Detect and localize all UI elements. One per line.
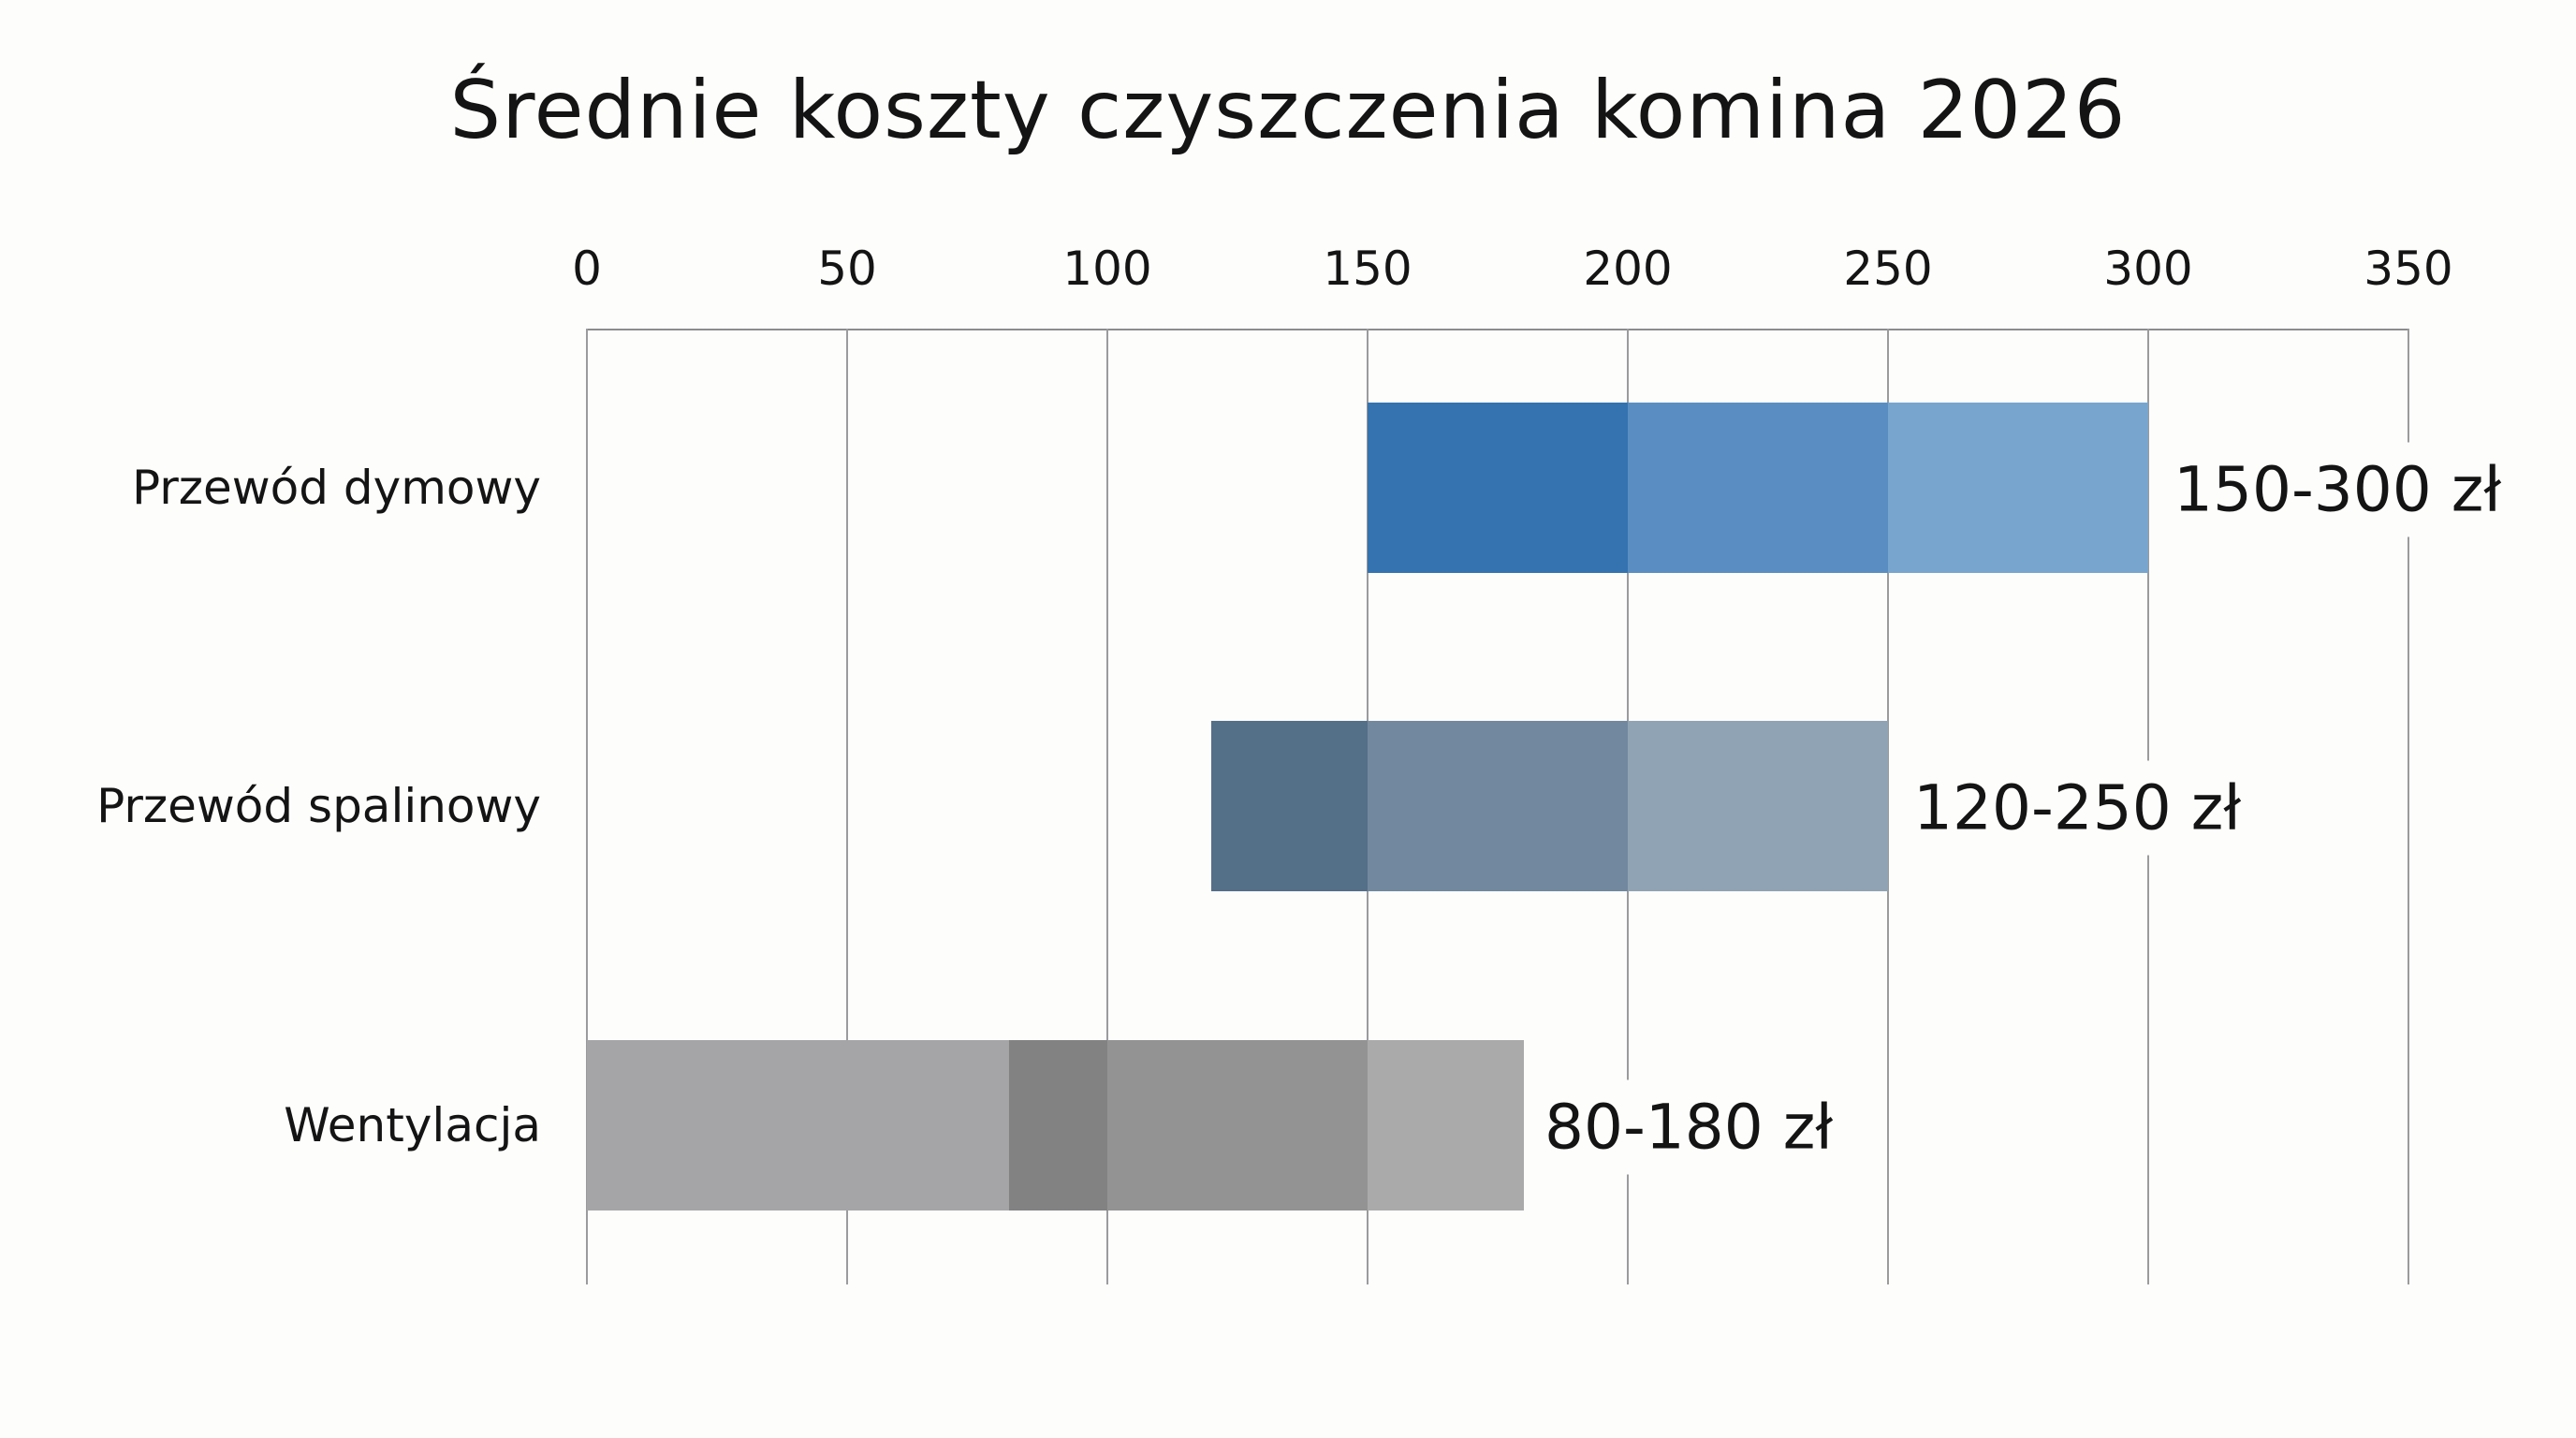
category-label: Wentylacja [284,1098,541,1152]
tick-350: 350 [2364,242,2453,296]
category-label: Przewód spalinowy [96,779,541,833]
gridline [586,329,588,1284]
tick-250: 250 [1843,242,1933,296]
chart-title: Średnie koszty czyszczenia komina 2026 [449,64,2127,157]
bar-segment [1628,403,1888,573]
bar-segment [1211,721,1368,891]
gridline [1887,329,1889,1284]
tick-100: 100 [1062,242,1152,296]
tick-150: 150 [1323,242,1412,296]
gridline [2408,329,2409,1284]
bar-segment [1888,403,2148,573]
gridline [846,329,848,1284]
tick-200: 200 [1583,242,1673,296]
bar-segment [1009,1040,1107,1211]
data-label: 80-180 zł [1535,1079,1843,1175]
category-label: Przewód dymowy [131,461,541,515]
bar-segment [1368,721,1628,891]
bar-przewod-spalinowy [1211,721,1888,891]
data-label: 150-300 zł [2164,442,2511,537]
bar-segment [587,1040,1009,1211]
tick-0: 0 [572,242,602,296]
plot-area [586,329,2409,1284]
bar-przewod-dymowy [1368,403,2148,573]
gridline [1106,329,1108,1284]
bar-segment [1368,1040,1524,1211]
bar-segment [1628,721,1888,891]
bar-wentylacja [587,1040,1524,1211]
x-axis-line [587,329,2408,330]
bar-segment [1368,403,1628,573]
bar-segment [1107,1040,1368,1211]
data-label: 120-250 zł [1904,760,2251,856]
tick-300: 300 [2103,242,2193,296]
tick-50: 50 [817,242,877,296]
